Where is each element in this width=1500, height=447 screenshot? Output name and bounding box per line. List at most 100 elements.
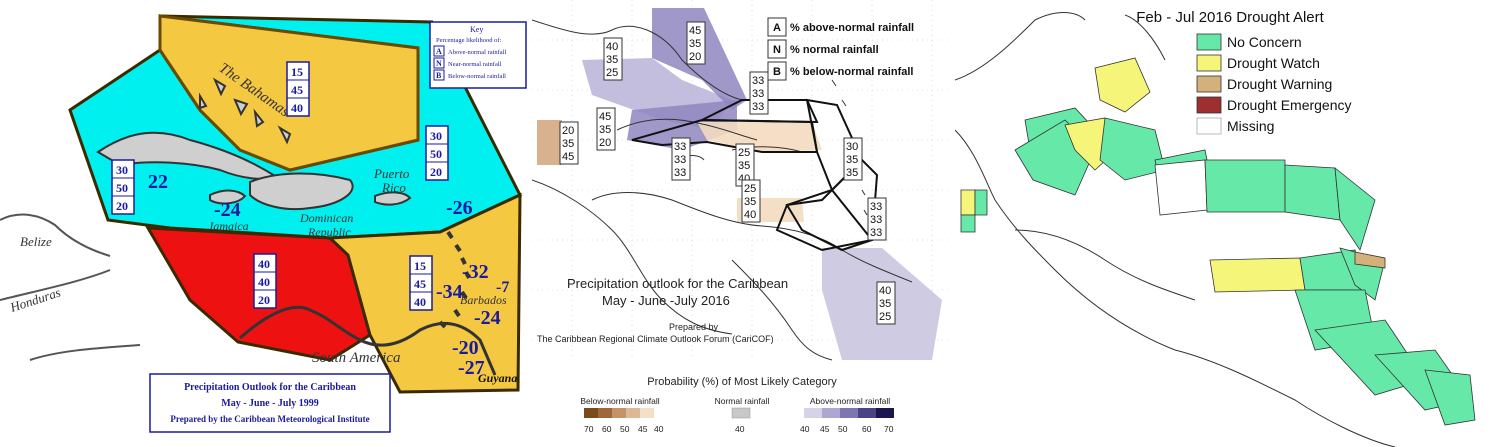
tick: 40 bbox=[735, 424, 745, 434]
scale-label: Above-normal rainfall bbox=[810, 396, 890, 406]
label-barbados: Barbados bbox=[460, 293, 507, 307]
box-guianas: 40 35 25 bbox=[876, 281, 896, 325]
box-bahamas-east: 45 35 20 bbox=[686, 21, 706, 65]
box-windward: 33 33 33 bbox=[867, 197, 887, 241]
prob-value: 40 bbox=[414, 295, 426, 309]
scale-group-normal: Normal rainfall 40 bbox=[715, 396, 770, 434]
prob-value: 30 bbox=[430, 129, 442, 143]
region-cuba-east bbox=[1099, 117, 1166, 181]
swatch bbox=[640, 408, 654, 418]
swatch bbox=[804, 408, 822, 418]
outlook-2016-panel: 40 35 25 45 35 20 45 35 20 bbox=[532, 0, 952, 447]
outlook-1999-map: The Bahamas Belize Honduras Jamaica Domi… bbox=[0, 14, 527, 433]
legend-swatch bbox=[1196, 117, 1222, 135]
legend-text: % normal rainfall bbox=[790, 44, 879, 56]
value-label: 22 bbox=[148, 171, 168, 193]
prob-box-lesser-antilles: 15 45 40 bbox=[409, 255, 433, 311]
prob-value: 30 bbox=[116, 163, 128, 177]
box-value: 33 bbox=[870, 227, 882, 239]
label-republic: Republic bbox=[307, 225, 351, 239]
zone-central bbox=[697, 122, 822, 152]
prob-value: 20 bbox=[258, 293, 270, 307]
zone-belize bbox=[537, 120, 562, 165]
swatch bbox=[731, 407, 751, 419]
region-belize-1 bbox=[960, 189, 976, 216]
label-belize: Belize bbox=[20, 234, 52, 249]
box-bahamas-west: 40 35 25 bbox=[603, 37, 623, 81]
legend-label: No Concern bbox=[1227, 34, 1302, 50]
outlook-2016-map: 40 35 25 45 35 20 45 35 20 bbox=[532, 0, 952, 434]
prob-value: 20 bbox=[116, 199, 128, 213]
value-label: -24 bbox=[214, 199, 241, 221]
prob-value: 45 bbox=[291, 83, 303, 97]
box-value: 33 bbox=[674, 167, 686, 179]
region-belize-3 bbox=[960, 214, 976, 233]
swatch bbox=[876, 408, 894, 418]
key-text: Above-normal rainfall bbox=[448, 49, 506, 56]
drought-alert-panel: Feb - Jul 2016 Drought Alert No Concern … bbox=[955, 0, 1500, 447]
swatch bbox=[612, 408, 626, 418]
legend-text: % above-normal rainfall bbox=[790, 22, 914, 34]
region-missing bbox=[1154, 159, 1208, 216]
box-value: 35 bbox=[738, 160, 750, 172]
caption-line1: Precipitation Outlook for the Caribbean bbox=[184, 382, 356, 393]
box-value: 35 bbox=[879, 298, 891, 310]
caption-line2: May - June - July 1999 bbox=[221, 398, 319, 409]
key-text: Below-normal rainfall bbox=[448, 73, 506, 80]
value-label: -26 bbox=[446, 197, 473, 219]
swatch bbox=[584, 408, 598, 418]
caption-box: Precipitation Outlook for the Caribbean … bbox=[149, 373, 391, 433]
lesser-antilles-chain bbox=[438, 230, 471, 329]
bahamas-islands bbox=[199, 77, 292, 145]
prob-value: 50 bbox=[430, 147, 442, 161]
region-belize-2 bbox=[974, 189, 988, 216]
prob-value: 20 bbox=[430, 165, 442, 179]
tick: 40 bbox=[654, 424, 664, 434]
prob-box-east: 30 50 20 bbox=[425, 125, 449, 181]
scale-label: Normal rainfall bbox=[715, 396, 770, 406]
tick: 70 bbox=[884, 424, 894, 434]
prob-value: 15 bbox=[291, 65, 303, 79]
prob-box-south: 40 40 20 bbox=[253, 253, 277, 309]
legend-label: Drought Warning bbox=[1227, 76, 1332, 92]
prob-value: 40 bbox=[258, 257, 270, 271]
region-suriname bbox=[1424, 369, 1476, 426]
central-america-coast bbox=[0, 213, 141, 361]
hispaniola-island bbox=[249, 172, 354, 211]
box-value: 35 bbox=[606, 54, 618, 66]
prob-value: 40 bbox=[258, 275, 270, 289]
coastlines bbox=[955, 12, 1396, 447]
box-value: 35 bbox=[689, 38, 701, 50]
label-puerto: Puerto bbox=[373, 166, 410, 181]
key-box: Key Percentage likelihood of: A N B Abov… bbox=[429, 21, 527, 89]
value-label: -27 bbox=[458, 357, 485, 379]
box-value: 33 bbox=[752, 101, 764, 113]
box-value: 45 bbox=[599, 111, 611, 123]
tick: 60 bbox=[602, 424, 612, 434]
box-central: 25 35 40 bbox=[735, 143, 755, 187]
value-label: -34 bbox=[436, 281, 463, 303]
scale-group-above: Above-normal rainfall 40 45 50 60 70 bbox=[800, 396, 894, 434]
box-value: 25 bbox=[879, 311, 891, 323]
box-value: 20 bbox=[689, 51, 701, 63]
drought-legend: No Concern Drought Watch Drought Warning… bbox=[1196, 33, 1352, 135]
prob-box-west: 30 50 20 bbox=[111, 159, 135, 215]
legend-swatch bbox=[1196, 54, 1222, 72]
caption-line3: Prepared by the Caribbean Meteorological… bbox=[170, 414, 369, 424]
swatch bbox=[858, 408, 876, 418]
box-value: 40 bbox=[879, 285, 891, 297]
box-value: 33 bbox=[870, 214, 882, 226]
jamaica-island bbox=[209, 189, 247, 205]
legend-letter: A bbox=[773, 22, 781, 34]
value-label: -32 bbox=[462, 261, 489, 283]
box-value: 25 bbox=[738, 147, 750, 159]
value-label: -7 bbox=[496, 279, 509, 296]
tick: 45 bbox=[638, 424, 648, 434]
label-guyana: Guyana bbox=[478, 371, 517, 385]
label-dominican: Dominican bbox=[299, 211, 353, 225]
drought-regions bbox=[960, 57, 1476, 426]
scale-group-below: Below-normal rainfall 70 60 50 45 40 bbox=[580, 396, 663, 434]
prob-value: 40 bbox=[291, 101, 303, 115]
box-value: 25 bbox=[606, 67, 618, 79]
